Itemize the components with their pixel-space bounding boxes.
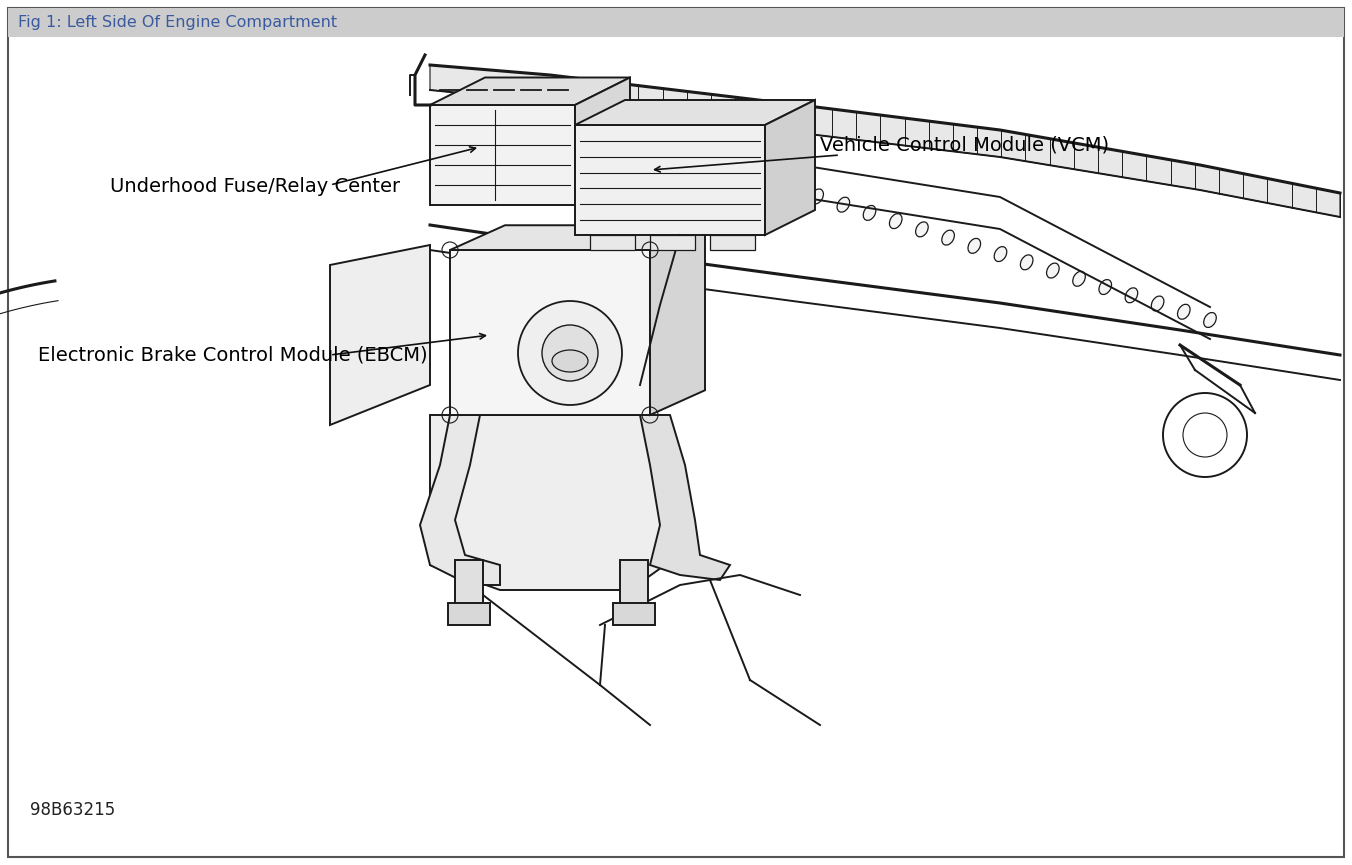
Polygon shape — [575, 100, 815, 125]
Polygon shape — [430, 78, 630, 105]
Ellipse shape — [1046, 263, 1059, 278]
Ellipse shape — [784, 181, 798, 195]
Bar — [589, 235, 635, 250]
Ellipse shape — [811, 189, 823, 204]
Bar — [710, 235, 754, 250]
Ellipse shape — [968, 239, 980, 253]
Bar — [448, 603, 489, 625]
Bar — [8, 8, 1344, 37]
Text: 98B63215: 98B63215 — [30, 801, 115, 819]
Polygon shape — [430, 65, 1340, 217]
Text: Vehicle Control Module (VCM): Vehicle Control Module (VCM) — [821, 136, 1109, 155]
Ellipse shape — [706, 156, 719, 171]
Polygon shape — [420, 415, 500, 585]
Circle shape — [518, 301, 622, 405]
Bar — [456, 560, 483, 605]
Ellipse shape — [1021, 255, 1033, 270]
Ellipse shape — [654, 139, 667, 155]
Ellipse shape — [863, 205, 876, 221]
Bar — [650, 235, 695, 250]
Ellipse shape — [1072, 272, 1086, 286]
Polygon shape — [430, 415, 665, 590]
Ellipse shape — [1152, 296, 1164, 311]
Ellipse shape — [1125, 288, 1138, 303]
Polygon shape — [650, 225, 704, 415]
Polygon shape — [639, 415, 730, 580]
Ellipse shape — [680, 148, 692, 163]
Polygon shape — [575, 78, 630, 205]
Ellipse shape — [890, 214, 902, 228]
Ellipse shape — [915, 222, 929, 237]
Bar — [612, 603, 654, 625]
Ellipse shape — [1203, 312, 1217, 328]
Ellipse shape — [1099, 279, 1111, 294]
Polygon shape — [450, 250, 650, 415]
Ellipse shape — [733, 164, 745, 179]
Polygon shape — [575, 125, 765, 235]
Polygon shape — [330, 245, 430, 425]
Ellipse shape — [837, 197, 849, 212]
Polygon shape — [430, 105, 575, 205]
Circle shape — [542, 325, 598, 381]
Ellipse shape — [1178, 304, 1190, 319]
Text: Underhood Fuse/Relay Center: Underhood Fuse/Relay Center — [110, 177, 400, 196]
Text: Electronic Brake Control Module (EBCM): Electronic Brake Control Module (EBCM) — [38, 345, 427, 364]
Ellipse shape — [942, 230, 955, 245]
Ellipse shape — [994, 247, 1007, 261]
Ellipse shape — [758, 172, 771, 188]
Polygon shape — [450, 225, 704, 250]
Ellipse shape — [552, 350, 588, 372]
Polygon shape — [765, 100, 815, 235]
Bar — [621, 560, 648, 605]
Text: Fig 1: Left Side Of Engine Compartment: Fig 1: Left Side Of Engine Compartment — [18, 16, 337, 30]
